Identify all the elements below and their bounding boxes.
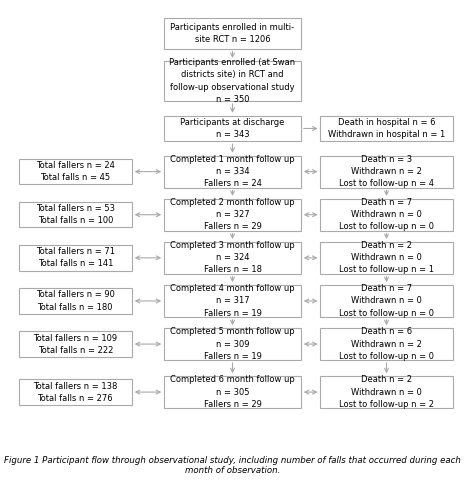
FancyBboxPatch shape (320, 328, 452, 360)
FancyBboxPatch shape (320, 116, 452, 141)
Text: Death n = 2
Withdrawn n = 0
Lost to follow-up n = 1: Death n = 2 Withdrawn n = 0 Lost to foll… (339, 241, 434, 274)
FancyBboxPatch shape (19, 332, 132, 357)
Text: Death in hospital n = 6
Withdrawn in hospital n = 1: Death in hospital n = 6 Withdrawn in hos… (328, 118, 445, 139)
FancyBboxPatch shape (19, 159, 132, 184)
FancyBboxPatch shape (19, 245, 132, 270)
FancyBboxPatch shape (164, 61, 301, 101)
Text: Completed 2 month follow up
n = 327
Fallers n = 29: Completed 2 month follow up n = 327 Fall… (170, 198, 295, 232)
Text: Completed 3 month follow up
n = 324
Fallers n = 18: Completed 3 month follow up n = 324 Fall… (170, 241, 295, 274)
Text: Figure 1 Participant flow through observational study, including number of falls: Figure 1 Participant flow through observ… (4, 456, 461, 475)
FancyBboxPatch shape (164, 376, 301, 408)
Text: Death n = 7
Withdrawn n = 0
Lost to follow-up n = 0: Death n = 7 Withdrawn n = 0 Lost to foll… (339, 198, 434, 232)
Text: Total fallers n = 24
Total falls n = 45: Total fallers n = 24 Total falls n = 45 (36, 161, 115, 182)
Text: Completed 1 month follow up
n = 334
Fallers n = 24: Completed 1 month follow up n = 334 Fall… (170, 155, 295, 188)
Text: Completed 4 month follow up
n = 317
Fallers n = 19: Completed 4 month follow up n = 317 Fall… (170, 284, 295, 318)
FancyBboxPatch shape (164, 242, 301, 274)
FancyBboxPatch shape (164, 285, 301, 317)
FancyBboxPatch shape (19, 380, 132, 405)
FancyBboxPatch shape (320, 199, 452, 230)
Text: Participants at discharge
n = 343: Participants at discharge n = 343 (180, 118, 285, 139)
Text: Participants enrolled in multi-
site RCT n = 1206: Participants enrolled in multi- site RCT… (171, 23, 294, 44)
FancyBboxPatch shape (164, 328, 301, 360)
Text: Total fallers n = 138
Total falls n = 276: Total fallers n = 138 Total falls n = 27… (33, 382, 118, 402)
FancyBboxPatch shape (320, 376, 452, 408)
Text: Completed 5 month follow up
n = 309
Fallers n = 19: Completed 5 month follow up n = 309 Fall… (170, 328, 295, 360)
FancyBboxPatch shape (320, 156, 452, 188)
Text: Total fallers n = 90
Total falls n = 180: Total fallers n = 90 Total falls n = 180 (36, 290, 115, 312)
FancyBboxPatch shape (19, 288, 132, 314)
FancyBboxPatch shape (320, 242, 452, 274)
Text: Death n = 7
Withdrawn n = 0
Lost to follow-up n = 0: Death n = 7 Withdrawn n = 0 Lost to foll… (339, 284, 434, 318)
FancyBboxPatch shape (164, 116, 301, 141)
Text: Completed 6 month follow up
n = 305
Fallers n = 29: Completed 6 month follow up n = 305 Fall… (170, 376, 295, 409)
FancyBboxPatch shape (164, 199, 301, 230)
FancyBboxPatch shape (320, 285, 452, 317)
FancyBboxPatch shape (164, 156, 301, 188)
Text: Participants enrolled (at Swan
districts site) in RCT and
follow-up observationa: Participants enrolled (at Swan districts… (169, 58, 296, 104)
Text: Death n = 6
Withdrawn n = 2
Lost to follow-up n = 0: Death n = 6 Withdrawn n = 2 Lost to foll… (339, 328, 434, 360)
FancyBboxPatch shape (19, 202, 132, 228)
FancyBboxPatch shape (164, 18, 301, 48)
Text: Total fallers n = 71
Total falls n = 141: Total fallers n = 71 Total falls n = 141 (36, 248, 115, 268)
Text: Death n = 2
Withdrawn n = 0
Lost to follow-up n = 2: Death n = 2 Withdrawn n = 0 Lost to foll… (339, 376, 434, 409)
Text: Total fallers n = 109
Total falls n = 222: Total fallers n = 109 Total falls n = 22… (33, 334, 117, 354)
Text: Death n = 3
Withdrawn n = 2
Lost to follow-up n = 4: Death n = 3 Withdrawn n = 2 Lost to foll… (339, 155, 434, 188)
Text: Total fallers n = 53
Total falls n = 100: Total fallers n = 53 Total falls n = 100 (36, 204, 115, 226)
